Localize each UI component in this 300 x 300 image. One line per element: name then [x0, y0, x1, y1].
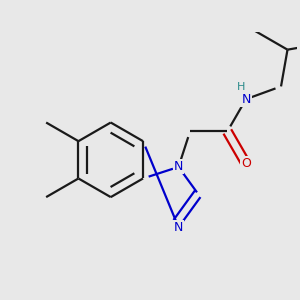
Text: N: N — [174, 160, 183, 173]
Text: H: H — [237, 82, 245, 92]
Text: N: N — [174, 221, 183, 234]
Text: O: O — [241, 157, 251, 170]
Text: N: N — [241, 93, 251, 106]
